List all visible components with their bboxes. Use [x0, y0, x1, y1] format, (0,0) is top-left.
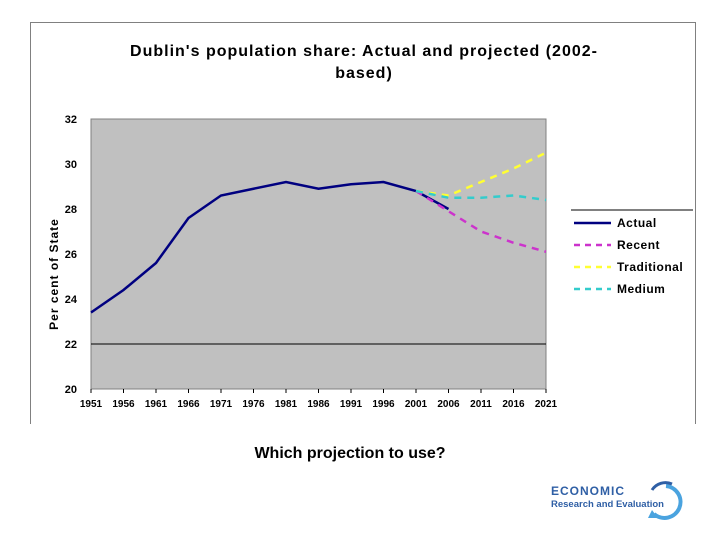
series-line-medium: [415, 189, 547, 202]
logo-arrows-icon: [648, 481, 683, 520]
y-tick-label: 26: [65, 249, 77, 261]
x-tick-label: 1971: [210, 399, 233, 410]
series-line-traditional: [415, 151, 547, 197]
x-tick-label: 1956: [112, 399, 135, 410]
logo-text-research: Research and Evaluation: [551, 499, 664, 510]
y-tick-label: 30: [65, 159, 77, 171]
x-tick-label: 1986: [307, 399, 330, 410]
x-tick-label: 2021: [535, 399, 558, 410]
y-tick-label: 22: [65, 339, 77, 351]
x-tick-label: 2016: [502, 399, 525, 410]
chart-frame: Dublin's population share: Actual and pr…: [30, 22, 696, 424]
series-line-actual: [90, 180, 450, 314]
slide-caption: Which projection to use?: [254, 445, 446, 462]
x-tick-label: 1991: [340, 399, 363, 410]
plot-area: [90, 118, 547, 390]
x-tick-label: 2011: [470, 399, 492, 410]
y-axis-label: Per cent of State: [47, 218, 61, 330]
x-tick-label: 1961: [145, 399, 168, 410]
economic-research-logo: ECONOMIC Research and Evaluation: [548, 480, 700, 524]
x-tick-label: 1996: [372, 399, 395, 410]
chart-title-line: Dublin's population share: Actual and pr…: [130, 43, 598, 60]
legend-label-medium: Medium: [617, 282, 665, 296]
x-tick-label: 1976: [242, 399, 265, 410]
x-tick-label: 2006: [437, 399, 460, 410]
legend-label-actual: Actual: [617, 216, 657, 230]
legend-label-recent: Recent: [617, 238, 660, 252]
x-tick-label: 1951: [80, 399, 103, 410]
y-tick-label: 24: [65, 294, 78, 306]
legend-label-traditional: Traditional: [617, 260, 683, 274]
x-tick-label: 1981: [275, 399, 298, 410]
x-tick-label: 2001: [405, 399, 428, 410]
logo-text-economic: ECONOMIC: [551, 484, 625, 498]
x-tick-label: 1966: [177, 399, 200, 410]
y-tick-label: 32: [65, 114, 77, 126]
y-tick-label: 20: [65, 384, 77, 396]
y-tick-label: 28: [65, 204, 77, 216]
chart: Dublin's population share: Actual and pr…: [47, 43, 693, 410]
series-line-recent: [415, 189, 547, 253]
chart-title-line: based): [335, 65, 393, 82]
